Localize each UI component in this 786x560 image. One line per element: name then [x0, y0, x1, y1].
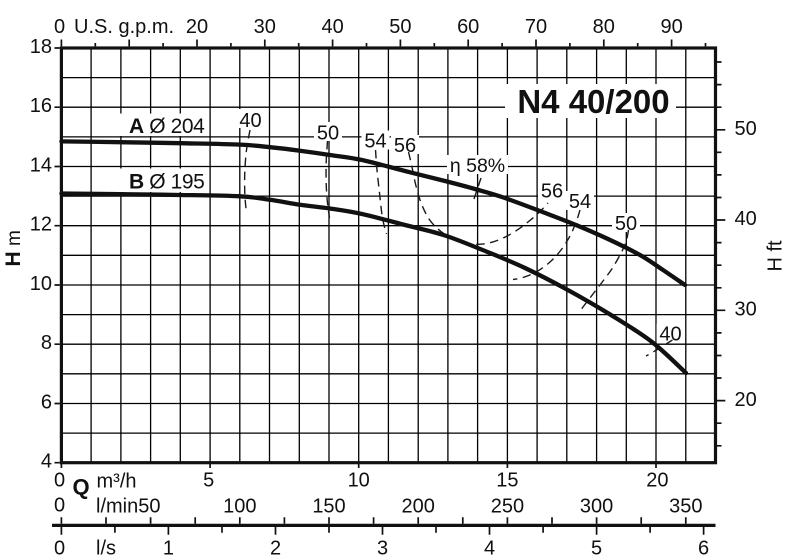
svg-text:l/min: l/min	[96, 496, 138, 518]
svg-text:0: 0	[54, 470, 65, 492]
svg-text:80: 80	[593, 16, 615, 38]
svg-text:150: 150	[312, 496, 345, 518]
svg-text:U.S. g.p.m.: U.S. g.p.m.	[74, 16, 174, 38]
svg-text:100: 100	[223, 496, 256, 518]
svg-text:l/s: l/s	[96, 538, 116, 560]
svg-text:70: 70	[525, 16, 547, 38]
svg-text:200: 200	[402, 496, 435, 518]
svg-text:50: 50	[317, 122, 339, 144]
svg-text:40: 40	[239, 110, 261, 132]
svg-text:15: 15	[496, 470, 518, 492]
svg-text:40: 40	[735, 208, 757, 230]
svg-text:B Ø 195: B Ø 195	[129, 171, 204, 194]
svg-text:10: 10	[30, 273, 52, 295]
svg-text:3: 3	[377, 538, 388, 560]
svg-text:1: 1	[163, 538, 174, 560]
svg-text:90: 90	[660, 16, 682, 38]
svg-text:30: 30	[735, 299, 757, 321]
svg-text:50: 50	[389, 16, 411, 38]
svg-text:8: 8	[41, 332, 52, 354]
svg-text:14: 14	[30, 154, 52, 176]
svg-text:N4 40/200: N4 40/200	[517, 83, 669, 120]
svg-text:η 58%: η 58%	[450, 155, 505, 177]
svg-text:50: 50	[138, 496, 160, 518]
svg-text:H ft: H ft	[765, 240, 786, 272]
svg-text:250: 250	[491, 496, 524, 518]
svg-text:300: 300	[580, 496, 613, 518]
svg-text:40: 40	[659, 323, 681, 345]
svg-text:40: 40	[321, 16, 343, 38]
svg-text:m³/h: m³/h	[97, 471, 137, 493]
svg-text:6: 6	[698, 538, 709, 560]
svg-text:20: 20	[735, 389, 757, 411]
svg-text:4: 4	[484, 538, 495, 560]
svg-text:20: 20	[646, 470, 668, 492]
svg-text:2: 2	[270, 538, 281, 560]
svg-text:4: 4	[41, 451, 52, 473]
svg-text:54: 54	[364, 130, 386, 152]
svg-text:5: 5	[591, 538, 602, 560]
svg-text:5: 5	[203, 470, 214, 492]
svg-text:12: 12	[30, 214, 52, 236]
svg-text:6: 6	[41, 391, 52, 413]
svg-text:20: 20	[186, 16, 208, 38]
svg-text:56: 56	[394, 135, 416, 157]
svg-text:16: 16	[30, 95, 52, 117]
svg-text:A Ø 204: A Ø 204	[129, 115, 205, 138]
svg-text:H m: H m	[2, 230, 25, 266]
svg-text:350: 350	[669, 496, 702, 518]
svg-text:10: 10	[348, 470, 370, 492]
svg-text:0: 0	[54, 495, 65, 517]
svg-text:Q: Q	[72, 474, 89, 499]
svg-text:0: 0	[54, 538, 65, 560]
svg-text:54: 54	[569, 191, 591, 213]
svg-text:50: 50	[735, 118, 757, 140]
svg-text:50: 50	[615, 213, 637, 235]
svg-text:18: 18	[30, 36, 52, 58]
svg-text:60: 60	[457, 16, 479, 38]
svg-text:56: 56	[541, 180, 563, 202]
svg-text:30: 30	[254, 16, 276, 38]
svg-text:0: 0	[54, 16, 65, 38]
